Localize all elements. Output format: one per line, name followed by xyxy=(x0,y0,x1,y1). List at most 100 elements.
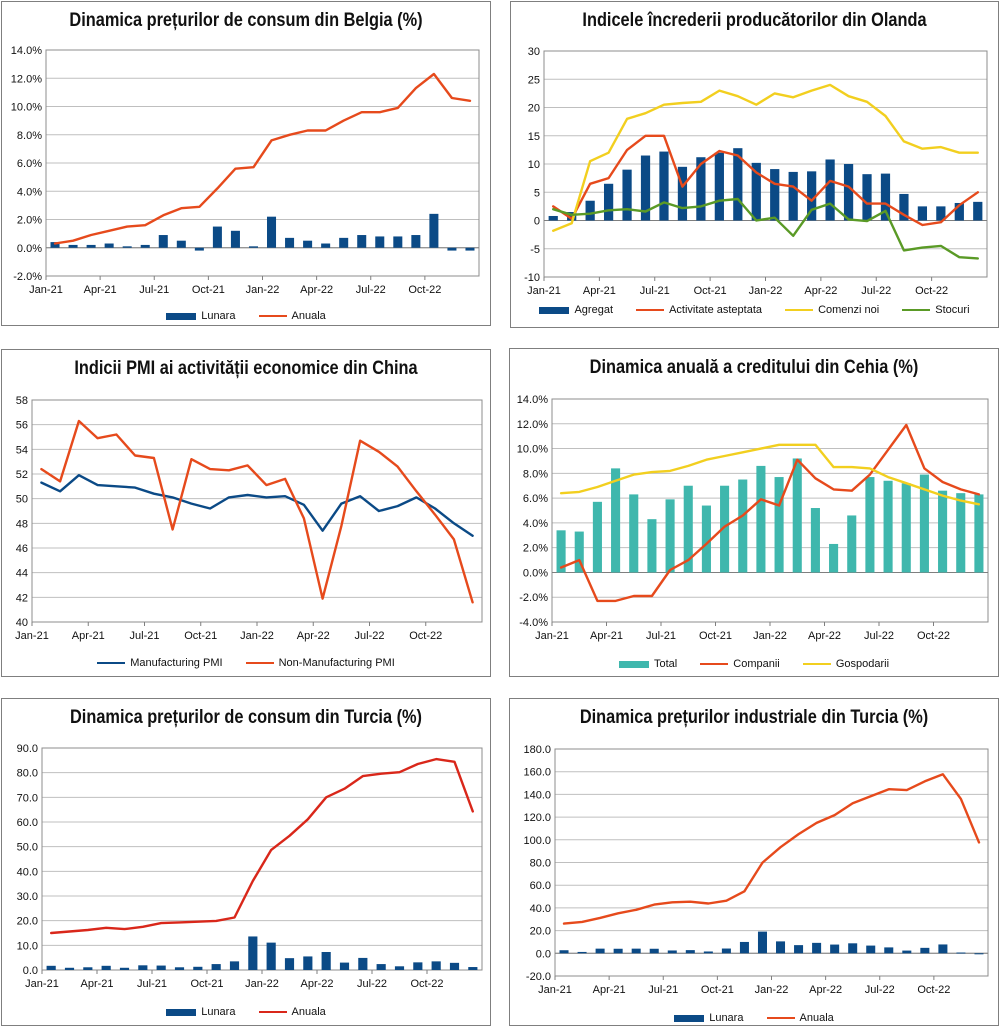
series-line-1 xyxy=(559,443,981,506)
bar xyxy=(848,943,858,954)
bar xyxy=(917,206,928,221)
bar xyxy=(721,948,731,954)
x-tick-label: Jul-21 xyxy=(648,984,678,996)
bar xyxy=(974,494,984,573)
y-tick-label: 120.0 xyxy=(523,812,551,824)
bar xyxy=(683,485,693,573)
bar xyxy=(559,950,569,954)
x-tick-label: Apr-22 xyxy=(297,630,330,642)
bar xyxy=(156,965,166,970)
y-tick-label: 0.0% xyxy=(17,243,42,255)
bar xyxy=(884,947,894,954)
x-tick-label: Apr-22 xyxy=(804,285,837,297)
bar xyxy=(956,493,966,573)
y-tick-label: 8.0% xyxy=(523,468,548,480)
y-tick-label: 10.0% xyxy=(517,444,548,456)
bar xyxy=(667,950,677,954)
bar xyxy=(807,171,817,221)
y-tick-label: 60.0 xyxy=(17,817,38,829)
y-tick-label: 100.0 xyxy=(523,835,551,847)
bar xyxy=(46,965,56,970)
legend-item-anuala: Anuala xyxy=(258,1006,326,1018)
bar xyxy=(595,948,605,954)
bar xyxy=(756,465,766,573)
legend-item-companii: Companii xyxy=(700,658,780,670)
legend-swatch xyxy=(258,1011,287,1014)
x-tick-label: Oct-21 xyxy=(699,630,732,642)
bar xyxy=(413,962,423,970)
y-tick-label: 48 xyxy=(16,518,28,530)
bar xyxy=(974,953,984,955)
series-line-0 xyxy=(50,757,474,935)
bar xyxy=(194,247,204,251)
y-tick-label: 80.0 xyxy=(530,858,551,870)
bar xyxy=(230,230,240,248)
x-tick-label: Oct-21 xyxy=(701,984,734,996)
chart-panel-turcia-ppi: Dinamica prețurilor industriale din Turc… xyxy=(509,698,999,1026)
bar xyxy=(865,477,875,573)
bar xyxy=(357,235,367,248)
bar xyxy=(447,247,457,251)
legend-swatch xyxy=(636,309,665,312)
bar xyxy=(122,246,132,248)
bar xyxy=(956,952,966,954)
plot-area xyxy=(41,747,483,971)
bar xyxy=(68,244,78,248)
x-tick-label: Apr-22 xyxy=(809,984,842,996)
legend-item-lunara: Lunara xyxy=(166,310,235,322)
bar xyxy=(358,957,368,970)
y-tick-label: -5 xyxy=(530,244,540,256)
y-tick-label: 42 xyxy=(16,592,28,604)
y-tick-label: 60.0 xyxy=(530,880,551,892)
series-line-0 xyxy=(562,773,981,925)
legend-item-comenzi: Comenzi noi xyxy=(785,304,879,316)
legend-swatch xyxy=(618,660,649,668)
bar xyxy=(792,458,802,573)
chart-panel-turcia-cpi: Dinamica prețurilor de consum din Turcia… xyxy=(1,698,491,1026)
bar xyxy=(266,942,276,970)
y-tick-label: 14.0% xyxy=(517,394,548,406)
series-line-1 xyxy=(552,83,979,232)
y-tick-label: 10 xyxy=(528,159,540,171)
bar xyxy=(622,169,632,221)
x-tick-label: Apr-21 xyxy=(593,984,626,996)
bar xyxy=(574,531,584,573)
y-tick-label: 40.0 xyxy=(17,866,38,878)
y-tick-label: 0.0 xyxy=(23,965,38,977)
bar xyxy=(303,240,313,248)
bar xyxy=(631,948,641,954)
x-tick-label: Apr-22 xyxy=(300,978,333,990)
bar xyxy=(880,173,891,221)
bar xyxy=(954,202,964,221)
bar xyxy=(665,499,675,573)
bar xyxy=(592,501,602,573)
bar xyxy=(649,948,659,954)
y-tick-label: 40 xyxy=(16,617,28,629)
chart-legend: Manufacturing PMI Non-Manufacturing PMI xyxy=(2,657,490,669)
bar xyxy=(212,226,222,248)
x-tick-label: Apr-22 xyxy=(300,284,333,296)
bar xyxy=(429,213,439,248)
bar xyxy=(629,494,639,573)
y-tick-label: 5 xyxy=(534,187,540,199)
y-tick-label: 12.0% xyxy=(517,419,548,431)
legend-item-anuala: Anuala xyxy=(258,310,326,322)
legend-swatch xyxy=(539,306,570,314)
bar xyxy=(449,962,460,970)
bar xyxy=(585,200,595,221)
bar xyxy=(267,216,277,248)
x-tick-label: Oct-22 xyxy=(917,630,950,642)
bar xyxy=(751,162,761,221)
chart-title: Dinamica prețurilor de consum din Turcia… xyxy=(70,707,422,728)
bar xyxy=(101,965,111,970)
bar xyxy=(843,164,854,221)
x-tick-label: Oct-21 xyxy=(190,978,223,990)
bar xyxy=(174,967,185,970)
chart-title: Dinamica anuală a creditului din Cehia (… xyxy=(589,357,919,378)
y-tick-label: -4.0% xyxy=(519,617,548,629)
bar xyxy=(285,237,295,248)
chart-svg: 0.0 10.0 20.0 30.0 40.0 50.0 60.0 70.0 80.0 90.0 J… xyxy=(17,743,483,990)
y-tick-label: 80.0 xyxy=(17,768,38,780)
y-tick-label: 4.0% xyxy=(17,186,42,198)
bar xyxy=(770,169,780,221)
